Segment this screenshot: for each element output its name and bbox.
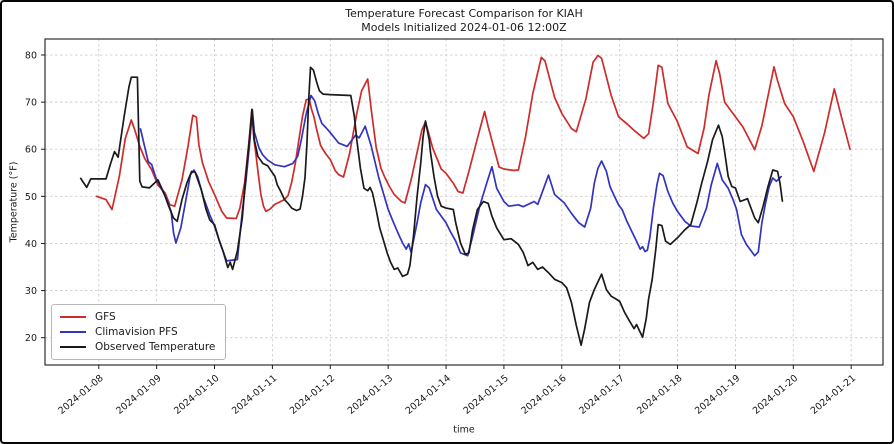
x-axis-label: time [453,424,475,436]
x-tick-label: 2024-01-17 [577,373,626,417]
y-axis-label: Temperature (°F) [8,161,20,243]
legend-swatch-observed-temperature [60,346,86,348]
y-tick-label: 30 [25,286,37,297]
x-tick-label: 2024-01-15 [461,373,510,417]
x-tick-label: 2024-01-11 [230,373,279,417]
x-tick-label: 2024-01-16 [519,373,568,417]
x-tick-label: 2024-01-14 [404,373,453,417]
y-tick-label: 60 [25,145,37,156]
title-block: Temperature Forecast Comparison for KIAH… [45,7,883,36]
x-tick-label: 2024-01-10 [172,373,221,417]
legend-label-climavision-pfs: Climavision PFS [95,326,178,338]
y-tick-label: 70 [25,98,37,109]
y-tick-labels: 20 30 40 50 60 70 80 [25,51,37,345]
x-tick-label: 2024-01-19 [693,373,742,417]
legend-item-observed-temperature: Observed Temperature [60,341,215,353]
x-tick-label: 2024-01-08 [56,373,105,417]
x-tick-label: 2024-01-18 [635,373,684,417]
legend-swatch-climavision-pfs [60,331,86,333]
axis-ticks [41,54,852,369]
legend-item-gfs: GFS [60,311,215,323]
y-tick-label: 80 [25,51,37,62]
y-tick-label: 40 [25,239,37,250]
legend-label-observed-temperature: Observed Temperature [95,341,216,353]
legend: GFS Climavision PFS Observed Temperature [51,304,227,360]
series-climavision-pfs-line [139,94,783,262]
legend-item-climavision-pfs: Climavision PFS [60,326,215,338]
x-tick-label: 2024-01-21 [809,373,858,417]
series-observed-temperature-line [79,66,784,347]
legend-label-gfs: GFS [95,311,116,323]
x-tick-label: 2024-01-09 [114,373,163,417]
x-tick-label: 2024-01-20 [751,373,800,417]
chart-title: Temperature Forecast Comparison for KIAH [345,7,583,20]
y-tick-label: 20 [25,333,37,344]
series-gfs-line [95,54,851,220]
y-tick-label: 50 [25,192,37,203]
plot-frame [44,38,884,366]
x-tick-label: 2024-01-13 [346,373,395,417]
x-tick-labels: 2024-01-08 2024-01-09 2024-01-10 2024-01-11… [56,373,858,417]
legend-swatch-gfs [60,316,86,318]
chart-subtitle: Models Initialized 2024-01-06 12:00Z [361,21,567,35]
x-tick-label: 2024-01-12 [288,373,337,417]
